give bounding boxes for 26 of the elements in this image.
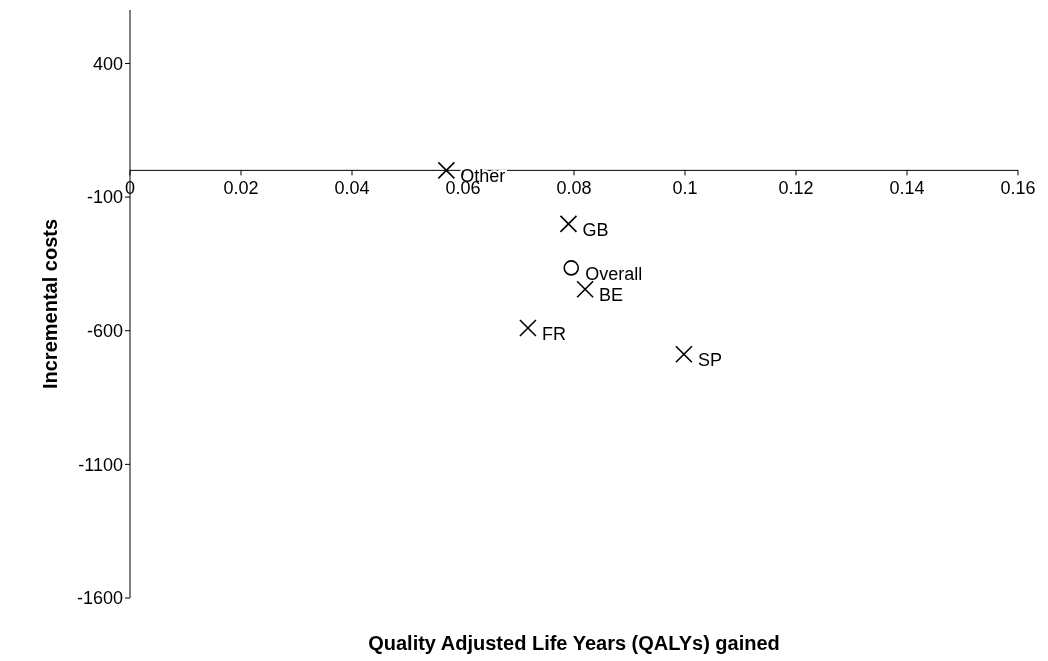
y-tick-label: -600	[86, 321, 123, 342]
x-tick-label: 0.16	[1000, 178, 1036, 199]
y-tick-label: 400	[92, 53, 123, 74]
series-label: Overall	[585, 263, 643, 284]
series-label: SP	[697, 350, 722, 371]
x-axis-title: Quality Adjusted Life Years (QALYs) gained	[368, 632, 780, 655]
point	[519, 319, 537, 337]
x-tick-label: 0.04	[334, 178, 370, 199]
x-tick-label: 0.02	[223, 178, 259, 199]
series-label: GB	[582, 219, 609, 240]
x-tick-label: 0	[124, 178, 136, 199]
y-tick-label: -1100	[78, 454, 123, 475]
point	[576, 280, 594, 299]
x-tick-label: 0.08	[556, 178, 592, 199]
series-label: FR	[541, 324, 566, 345]
point	[675, 345, 693, 364]
point	[563, 260, 580, 276]
x-tick-label: 0.14	[889, 178, 925, 199]
point	[559, 215, 578, 233]
x-tick-label: 0.1	[672, 178, 698, 199]
x-tick-label: 0.12	[778, 178, 814, 199]
y-axis-title: Incremental costs	[39, 218, 62, 390]
y-tick-label: -100	[86, 187, 123, 208]
y-tick-label: -1600	[76, 588, 123, 609]
series-label: BE	[599, 285, 624, 306]
point	[437, 161, 456, 180]
